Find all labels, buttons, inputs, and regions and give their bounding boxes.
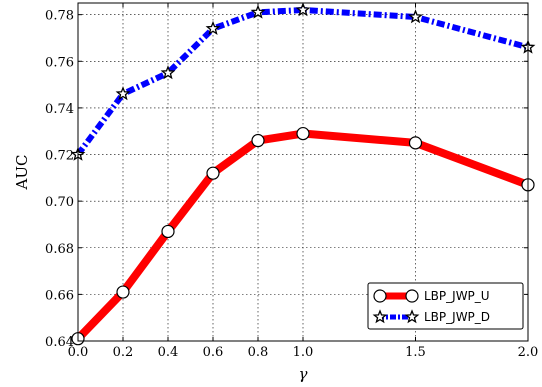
legend-label-lbp-jwp-d: LBP_JWP_D [424,310,490,324]
legend-marker [406,290,418,302]
data-point-lbp-jwp-d [410,11,421,22]
y-tick-label: 0.78 [45,9,74,24]
x-tick-label: 0.2 [113,345,134,360]
y-tick-label: 0.68 [45,242,74,257]
data-point-lbp-jwp-u [252,135,264,147]
y-tick-label: 0.70 [45,195,74,210]
x-tick-label: 0.6 [203,345,224,360]
legend-label-lbp-jwp-u: LBP_JWP_U [424,289,490,303]
data-point-lbp-jwp-u [297,128,309,140]
y-axis-title: AUC [13,155,31,191]
y-tick-label: 0.72 [45,149,74,164]
legend-marker [374,290,386,302]
y-tick-label: 0.74 [45,102,74,117]
y-tick-label: 0.64 [45,335,74,350]
x-axis-title: γ [299,365,308,383]
y-tick-label: 0.76 [45,55,74,70]
legend: LBP_JWP_U LBP_JWP_D [368,283,523,329]
y-tick-label: 0.66 [45,288,74,303]
data-point-lbp-jwp-u [117,286,129,298]
x-tick-label: 0.8 [248,345,269,360]
x-tick-label: 1.5 [405,345,426,360]
data-point-lbp-jwp-u [410,137,422,149]
data-point-lbp-jwp-u [207,167,219,179]
x-tick-label: 0.4 [158,345,179,360]
x-tick-label: 1.0 [293,345,314,360]
data-point-lbp-jwp-u [162,225,174,237]
x-tick-label: 2.0 [518,345,539,360]
